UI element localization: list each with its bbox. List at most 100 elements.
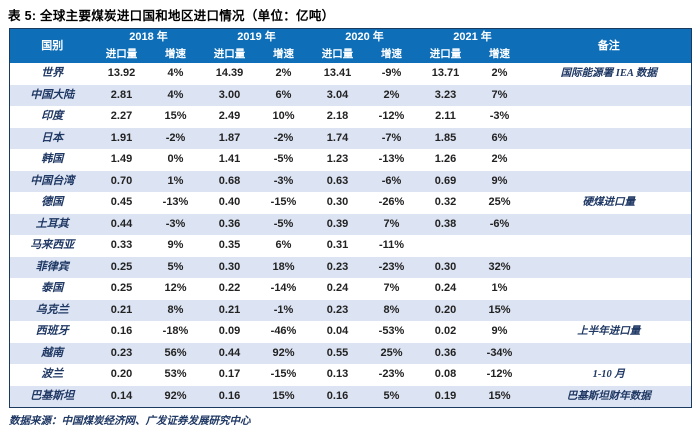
cell-value: -34% <box>472 342 527 364</box>
cell-value: -9% <box>364 63 419 85</box>
cell-value: 15% <box>472 385 527 408</box>
cell-note: 巴基斯坦财年数据 <box>526 385 692 408</box>
cell-value: -23% <box>364 256 419 278</box>
cell-value: 0.24 <box>418 278 473 300</box>
cell-value: 92% <box>256 342 311 364</box>
cell-value: 0.20 <box>94 364 149 386</box>
cell-value: 2% <box>256 63 311 85</box>
cell-value: 0.21 <box>94 299 149 321</box>
cell-value: -2% <box>148 127 203 149</box>
cell-value: -12% <box>472 364 527 386</box>
subheader-import-2018: 进口量 <box>94 46 149 63</box>
cell-value: 0.22 <box>202 278 257 300</box>
cell-note: 国际能源署 IEA 数据 <box>526 63 692 85</box>
cell-value: 0.45 <box>94 192 149 214</box>
cell-value: 13.41 <box>310 63 365 85</box>
table-row: 韩国 1.49 0% 1.41 -5% 1.23 -13% 1.26 2% <box>9 149 692 171</box>
cell-value: 15% <box>472 299 527 321</box>
cell-value: -18% <box>148 321 203 343</box>
cell-note <box>526 84 692 106</box>
coal-import-table: 国别 2018 年 2019 年 2020 年 2021 年 备注 进口量 增速… <box>9 28 692 408</box>
subheader-growth-2020: 增速 <box>364 46 419 63</box>
table-row: 乌克兰 0.21 8% 0.21 -1% 0.23 8% 0.20 15% <box>9 299 692 321</box>
cell-country: 世界 <box>9 63 95 85</box>
cell-value: 53% <box>148 364 203 386</box>
cell-value: 0.17 <box>202 364 257 386</box>
cell-value: 25% <box>472 192 527 214</box>
table-header: 国别 2018 年 2019 年 2020 年 2021 年 备注 进口量 增速… <box>9 28 692 63</box>
cell-value: -26% <box>364 192 419 214</box>
cell-value: 7% <box>364 278 419 300</box>
cell-note <box>526 278 692 300</box>
subheader-import-2021: 进口量 <box>418 46 473 63</box>
cell-value: 0.08 <box>418 364 473 386</box>
header-sub-row: 进口量 增速 进口量 增速 进口量 增速 进口量 增速 <box>10 46 692 63</box>
cell-value: 1.49 <box>94 149 149 171</box>
cell-note <box>526 342 692 364</box>
cell-value: 0.35 <box>202 235 257 257</box>
data-source: 数据来源：中国煤炭经济网、广发证券发展研究中心 <box>9 416 251 425</box>
cell-value: 1.91 <box>94 127 149 149</box>
cell-value: -23% <box>364 364 419 386</box>
header-year-row: 国别 2018 年 2019 年 2020 年 2021 年 备注 <box>9 28 692 63</box>
cell-value: -13% <box>148 192 203 214</box>
cell-value: -3% <box>148 213 203 235</box>
cell-note <box>526 149 692 171</box>
cell-value: 0.44 <box>94 213 149 235</box>
cell-value: 3.23 <box>418 84 473 106</box>
cell-country: 越南 <box>9 342 95 364</box>
cell-value: 0.68 <box>202 170 257 192</box>
cell-value: 2.49 <box>202 106 257 128</box>
cell-value: 0% <box>148 149 203 171</box>
cell-value: 4% <box>148 84 203 106</box>
cell-value: -5% <box>256 213 311 235</box>
cell-value: 32% <box>472 256 527 278</box>
header-year-2020: 2020 年 <box>310 28 419 46</box>
cell-value: 10% <box>256 106 311 128</box>
cell-value: 1.23 <box>310 149 365 171</box>
cell-value: 2% <box>364 84 419 106</box>
header-year-2018: 2018 年 <box>94 28 203 46</box>
cell-value: 9% <box>472 321 527 343</box>
cell-value <box>418 235 473 257</box>
cell-value: 6% <box>256 84 311 106</box>
cell-value: 5% <box>364 385 419 408</box>
header-year-2019: 2019 年 <box>202 28 311 46</box>
cell-value: 1% <box>148 170 203 192</box>
subheader-growth-2019: 增速 <box>256 46 311 63</box>
cell-value: 4% <box>148 63 203 85</box>
cell-value: 0.16 <box>202 385 257 408</box>
table-row: 日本 1.91 -2% 1.87 -2% 1.74 -7% 1.85 6% <box>9 127 692 149</box>
cell-country: 泰国 <box>9 278 95 300</box>
header-country: 国别 <box>9 28 95 63</box>
cell-value: 0.02 <box>418 321 473 343</box>
cell-value <box>472 235 527 257</box>
table-row: 土耳其 0.44 -3% 0.36 -5% 0.39 7% 0.38 -6% <box>9 213 692 235</box>
cell-value: -3% <box>256 170 311 192</box>
cell-value: -15% <box>256 192 311 214</box>
table-row: 巴基斯坦 0.14 92% 0.16 15% 0.16 5% 0.19 15% 巴基斯坦财年数据 <box>9 385 692 408</box>
cell-country: 西班牙 <box>9 321 95 343</box>
cell-country: 中国大陆 <box>9 84 95 106</box>
cell-value: -14% <box>256 278 311 300</box>
cell-country: 韩国 <box>9 149 95 171</box>
cell-value: -46% <box>256 321 311 343</box>
cell-value: 8% <box>364 299 419 321</box>
table-row: 泰国 0.25 12% 0.22 -14% 0.24 7% 0.24 1% <box>9 278 692 300</box>
cell-value: 0.31 <box>310 235 365 257</box>
cell-value: 0.19 <box>418 385 473 408</box>
cell-value: 0.25 <box>94 278 149 300</box>
table-row: 中国台湾 0.70 1% 0.68 -3% 0.63 -6% 0.69 9% <box>9 170 692 192</box>
cell-note <box>526 299 692 321</box>
cell-value: -15% <box>256 364 311 386</box>
cell-value: 0.38 <box>418 213 473 235</box>
cell-value: 6% <box>472 127 527 149</box>
cell-value: 0.20 <box>418 299 473 321</box>
cell-value: 0.13 <box>310 364 365 386</box>
cell-value: 0.69 <box>418 170 473 192</box>
cell-value: 7% <box>472 84 527 106</box>
cell-value: 14.39 <box>202 63 257 85</box>
cell-value: 0.21 <box>202 299 257 321</box>
cell-value: 0.09 <box>202 321 257 343</box>
